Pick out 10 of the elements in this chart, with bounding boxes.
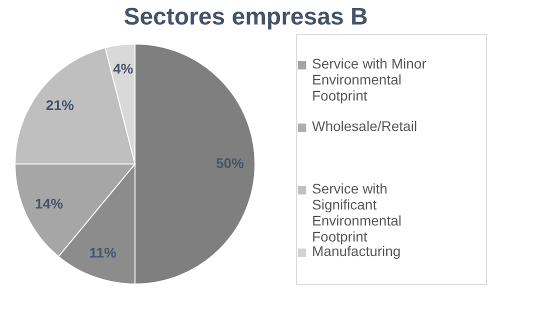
chart-title: Sectores empresas B <box>124 4 368 30</box>
legend-label: Wholesale/Retail <box>312 118 418 134</box>
data-label: 11% <box>89 244 117 260</box>
data-label: 21% <box>46 96 74 113</box>
data-label: 14% <box>35 195 64 212</box>
legend-label: Manufacturing <box>312 242 401 259</box>
data-label: 4% <box>112 60 134 77</box>
data-label: 50% <box>216 155 245 171</box>
legend-label: Service with Significant Environmental Footprint <box>312 180 402 244</box>
legend-label: Service with Minor Environmental Footprint <box>312 55 427 104</box>
